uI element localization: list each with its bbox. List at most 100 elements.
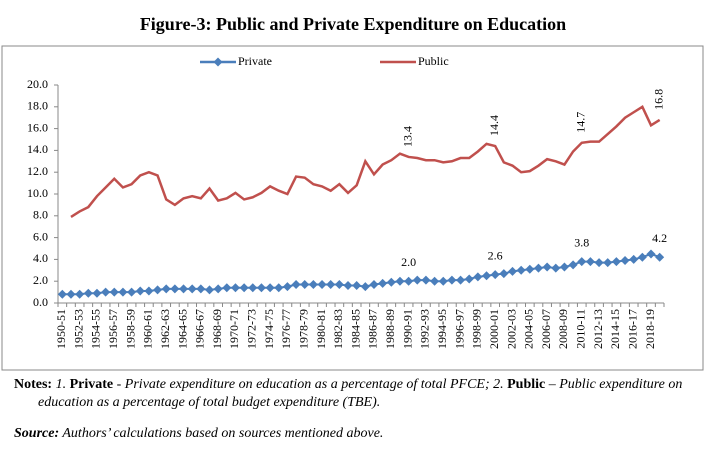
x-tick-label: 1998-99	[470, 309, 484, 349]
data-point	[378, 278, 388, 288]
data-point	[473, 272, 483, 282]
note-term: Private	[69, 377, 114, 392]
x-tick-label: 2014-15	[608, 309, 622, 349]
data-point	[248, 283, 258, 293]
note-number: 1.	[55, 377, 67, 392]
data-point	[300, 279, 310, 289]
y-tick-label: 20.0	[27, 77, 48, 91]
y-tick-label: 10.0	[27, 186, 48, 200]
notes: Notes: 1. Private - Private expenditure …	[14, 376, 694, 412]
data-point	[464, 274, 474, 284]
source-label: Source:	[14, 426, 60, 441]
data-point	[205, 285, 214, 295]
x-tick-label: 1962-63	[158, 309, 172, 349]
data-point	[456, 275, 466, 285]
x-tick-label: 2006-07	[539, 309, 553, 349]
x-tick-label: 2002-03	[504, 309, 518, 349]
data-label: 4.2	[652, 231, 667, 245]
x-tick-label: 1982-83	[331, 309, 345, 349]
data-point	[629, 254, 639, 264]
chart: Figure-3: Public and Private Expenditure…	[1, 14, 704, 371]
data-point	[577, 257, 587, 267]
data-point	[135, 286, 145, 296]
x-tick-label: 2000-01	[487, 309, 501, 349]
x-tick-label: 1952-53	[71, 309, 85, 349]
data-point	[551, 263, 561, 273]
data-label: 3.8	[574, 235, 589, 249]
data-point	[386, 277, 396, 287]
data-label: 13.4	[400, 126, 414, 147]
data-point	[438, 276, 448, 286]
data-point	[369, 279, 379, 289]
x-tick-label: 1964-65	[175, 309, 189, 349]
data-point	[637, 252, 647, 262]
data-point	[230, 283, 240, 293]
data-point	[317, 279, 327, 289]
x-tick-label: 2008-09	[556, 309, 570, 349]
data-point	[326, 279, 336, 289]
series-line	[70, 104, 661, 218]
x-tick-label: 1954-55	[89, 309, 103, 349]
x-tick-label: 1968-69	[210, 309, 224, 349]
data-point	[516, 265, 526, 275]
data-point	[127, 287, 137, 297]
data-point	[334, 279, 344, 289]
data-point	[161, 284, 171, 294]
x-tick-label: 1988-89	[383, 309, 397, 349]
y-tick-label: 16.0	[27, 120, 48, 134]
data-label: 2.6	[488, 248, 503, 262]
data-point	[109, 287, 119, 297]
legend-marker	[213, 57, 223, 67]
data-point	[239, 283, 249, 293]
data-point	[490, 270, 500, 280]
data-point	[308, 279, 318, 289]
data-point	[118, 287, 128, 297]
legend-label: Private	[238, 54, 272, 68]
chart-frame	[1, 45, 704, 371]
x-tick-label: 1966-67	[193, 309, 207, 349]
y-tick-label: 12.0	[27, 164, 48, 178]
data-point	[646, 249, 656, 259]
data-point	[594, 258, 604, 268]
x-tick-label: 1974-75	[262, 309, 276, 349]
x-tick-label: 1960-61	[141, 309, 155, 349]
x-tick-label: 1980-81	[314, 309, 328, 349]
data-point	[256, 283, 266, 293]
x-tick-label: 2010-11	[574, 309, 588, 349]
data-point	[352, 281, 362, 291]
data-point	[83, 288, 93, 298]
source-text: Authors’ calculations based on sources m…	[62, 426, 384, 441]
data-point	[421, 275, 431, 285]
data-point	[533, 263, 543, 273]
x-tick-label: 1990-91	[400, 309, 414, 349]
data-point	[611, 257, 621, 267]
x-tick-label: 2004-05	[522, 309, 536, 349]
data-point	[274, 283, 284, 293]
x-tick-label: 1970-71	[227, 309, 241, 349]
y-tick-label: 8.0	[33, 208, 48, 222]
data-point	[568, 260, 578, 270]
data-label: 14.7	[574, 112, 588, 133]
y-tick-label: 4.0	[33, 251, 48, 265]
data-point	[655, 252, 665, 262]
x-tick-label: 1994-95	[435, 309, 449, 349]
data-point	[222, 283, 232, 293]
data-point	[585, 257, 595, 267]
x-tick-label: 1956-57	[106, 309, 120, 349]
data-point	[499, 269, 509, 279]
data-point	[66, 289, 76, 299]
data-point	[101, 287, 111, 297]
data-point	[620, 255, 630, 265]
note-text: – Public expenditure on education as a p…	[38, 377, 683, 410]
x-tick-label: 2018-19	[643, 309, 657, 349]
data-point	[153, 285, 163, 295]
data-point	[395, 276, 405, 286]
y-tick-label: 0.0	[33, 295, 48, 309]
data-label: 16.8	[651, 89, 665, 110]
data-point	[187, 284, 197, 294]
data-label: 2.0	[401, 255, 416, 269]
data-point	[179, 284, 189, 294]
data-point	[282, 282, 292, 292]
data-point	[404, 276, 414, 286]
x-tick-label: 1972-73	[245, 309, 259, 349]
